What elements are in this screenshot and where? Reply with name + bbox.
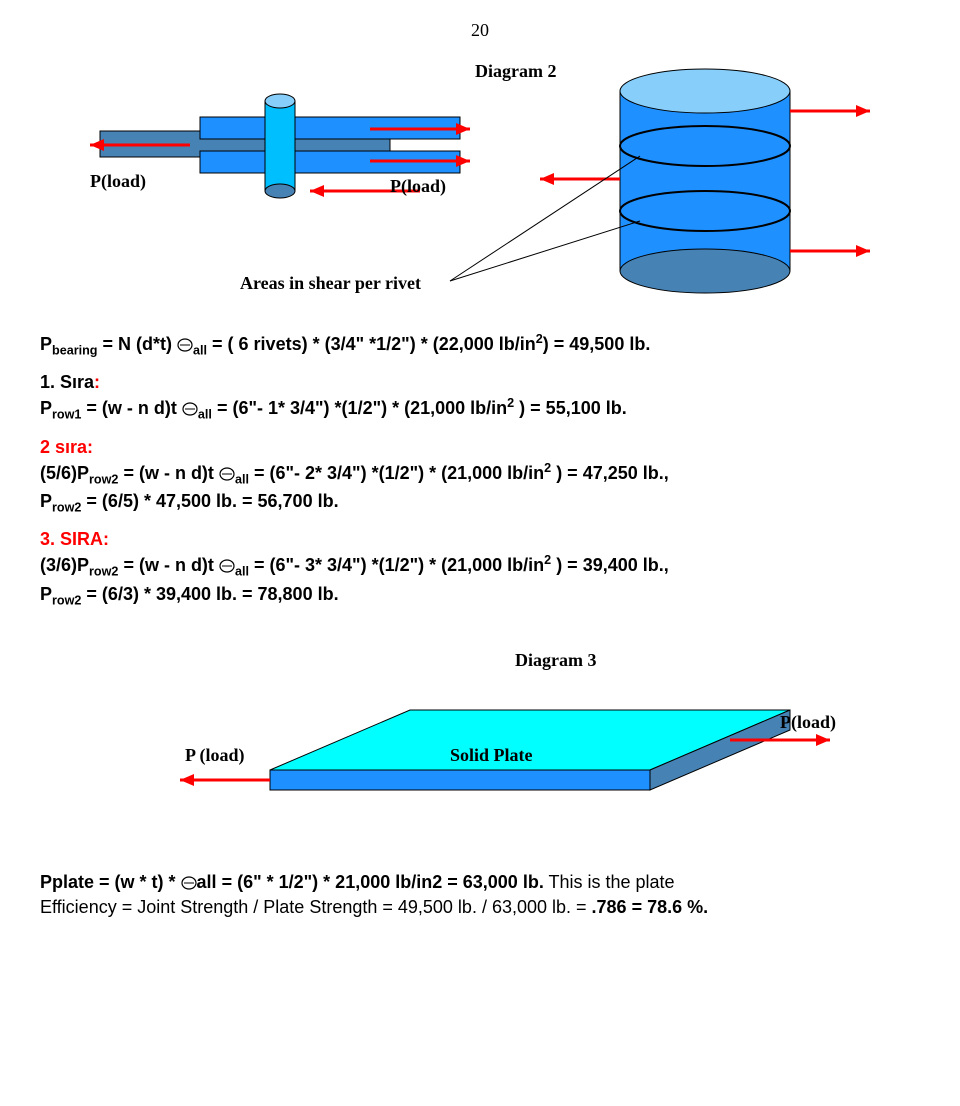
txt: all [235,472,249,486]
txt: .786 = 78.6 %. [592,897,709,917]
txt: ) = 39,400 lb., [551,555,669,575]
txt: : [94,372,100,392]
txt: bearing [52,344,98,358]
txt: all [198,408,212,422]
txt: P [40,398,52,418]
txt: all [197,872,217,892]
txt: all [235,565,249,579]
txt: = (6/5) * 47,500 lb. = 56,700 lb. [81,491,338,511]
txt: = 63,000 lb. [442,872,544,892]
diagram-3-container: Diagram 3 P (load) P(load) Solid Plate [70,650,890,850]
diagram-2-container: Diagram 2 P(load) P(load) Areas in shear… [70,51,890,311]
sira-3: 3. SIRA: (3/6)Prow2 = (w - n d)t all = (… [40,527,920,610]
diagram-2-title: Diagram 2 [475,61,556,82]
sira-1: 1. Sıra: Prow1 = (w - n d)t all = (6"- 1… [40,370,920,424]
txt: = ( 6 rivets) * (3/4" *1/2") * (22,000 l… [207,334,536,354]
page-number: 20 [40,20,920,41]
final-calc: Pplate = (w * t) * all = (6" * 1/2") * 2… [40,870,920,920]
txt: = (6"- 2* 3/4") *(1/2") * (21,000 lb/in [249,463,544,483]
txt: = N (d*t) [98,334,178,354]
txt: row2 [89,472,118,486]
calc-bearing: Pbearing = N (d*t) all = ( 6 rivets) * (… [40,331,920,360]
sigma-icon [219,467,235,481]
txt: row2 [89,565,118,579]
txt: P [40,334,52,354]
txt: P [40,491,52,511]
txt: ) = 47,250 lb., [551,463,669,483]
diagram-2-svg [70,51,890,311]
txt: 2 [432,872,442,892]
txt: This is the plate [544,872,675,892]
txt: P [40,584,52,604]
txt: ) = 55,100 lb. [514,398,627,418]
txt: all [193,344,207,358]
txt: 3. SIRA: [40,529,109,549]
diagram-3-title: Diagram 3 [515,650,596,671]
pload-mid-label: P(load) [390,176,446,197]
sigma-icon [182,402,198,416]
txt: ) = 49,500 lb. [543,334,651,354]
txt: row2 [52,501,81,515]
sigma-icon [181,876,197,890]
pload-right-3: P(load) [780,712,836,733]
txt: = (6" * 1/2") * 21,000 lb/in [217,872,433,892]
txt: = (w - n d)t [118,463,219,483]
txt: 2 sıra: [40,437,93,457]
txt: = (w - n d)t [118,555,219,575]
pload-left-3: P (load) [185,745,245,766]
shear-areas-label: Areas in shear per rivet [240,273,421,294]
txt: = (6"- 3* 3/4") *(1/2") * (21,000 lb/in [249,555,544,575]
sigma-icon [219,559,235,573]
sira-2: 2 sıra: (5/6)Prow2 = (w - n d)t all = (6… [40,435,920,518]
txt: P [40,872,52,892]
txt: Efficiency = Joint Strength / Plate Stre… [40,897,592,917]
txt: = (6/3) * 39,400 lb. = 78,800 lb. [81,584,338,604]
txt: (3/6)P [40,555,89,575]
solid-plate-label: Solid Plate [450,745,533,766]
txt: = (w * t) * [94,872,181,892]
txt: = (w - n d)t [81,398,182,418]
pload-left-label: P(load) [90,171,146,192]
txt: = (6"- 1* 3/4") *(1/2") * (21,000 lb/in [212,398,507,418]
sigma-icon [177,338,193,352]
txt: 1. Sıra [40,372,94,392]
txt: row1 [52,408,81,422]
txt: row2 [52,593,81,607]
txt: plate [52,872,94,892]
txt: (5/6)P [40,463,89,483]
txt: 2 [536,332,543,346]
